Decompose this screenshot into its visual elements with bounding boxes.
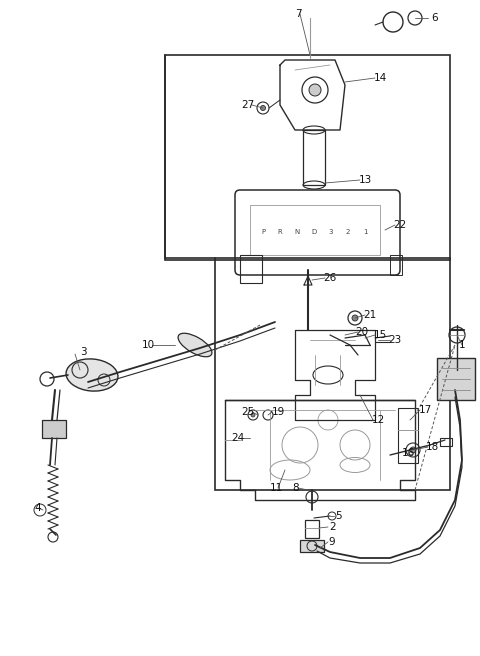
Text: 24: 24 [231,433,245,443]
Text: 21: 21 [363,310,377,320]
Text: 7: 7 [295,9,301,19]
Bar [440,438,452,446]
Bar [42,420,66,438]
Text: 12: 12 [372,415,384,425]
Bar [305,520,319,538]
Text: 15: 15 [373,330,386,340]
Text: 9: 9 [329,537,336,547]
Text: P: P [261,229,265,235]
Text: 4: 4 [35,503,41,513]
Circle shape [251,413,255,417]
Text: 23: 23 [388,335,402,345]
Text: 13: 13 [359,175,372,185]
Text: 25: 25 [241,407,254,417]
Bar [250,205,380,255]
Text: R: R [277,229,282,235]
Circle shape [410,447,416,453]
Bar [165,55,450,260]
Text: 22: 22 [394,220,407,230]
Bar [390,255,402,275]
Text: 17: 17 [419,405,432,415]
Bar [215,258,450,490]
Bar [240,255,262,283]
Circle shape [261,106,265,110]
Bar [300,540,324,552]
Ellipse shape [178,333,212,357]
Text: 10: 10 [142,340,155,350]
Text: N: N [294,229,300,235]
Text: 5: 5 [335,511,341,521]
Bar [398,408,418,463]
Text: 8: 8 [293,483,300,493]
Text: 19: 19 [271,407,285,417]
Text: 3: 3 [80,347,86,357]
Text: 16: 16 [401,448,415,458]
Bar [303,130,325,185]
Text: 18: 18 [425,442,439,452]
Text: 1: 1 [363,229,367,235]
Text: 14: 14 [373,73,386,83]
Text: 11: 11 [269,483,283,493]
Text: 2: 2 [346,229,350,235]
Ellipse shape [66,359,118,391]
Circle shape [352,315,358,321]
Text: 1: 1 [459,340,465,350]
Text: 3: 3 [329,229,333,235]
Text: 6: 6 [432,13,438,23]
Text: 20: 20 [355,327,369,337]
Text: 2: 2 [330,522,336,532]
Circle shape [309,84,321,96]
Text: D: D [312,229,317,235]
Bar [437,358,475,400]
Text: 26: 26 [324,273,336,283]
Text: 27: 27 [241,100,254,110]
